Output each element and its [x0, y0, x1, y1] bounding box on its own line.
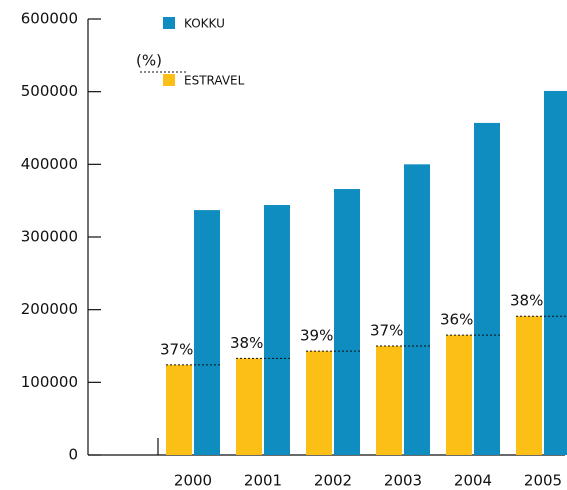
x-tick-label: 2002: [314, 472, 352, 490]
bar: [166, 364, 192, 455]
y-tick-label: 400000: [21, 155, 78, 173]
y-tick-label: 0: [68, 446, 78, 464]
bar: [264, 205, 290, 455]
bar: [474, 122, 500, 455]
x-tick-label: 2000: [174, 472, 212, 490]
legend-label: KOKKU: [184, 17, 225, 31]
y-tick-label: 500000: [21, 82, 78, 100]
bar: [404, 164, 430, 456]
bar: [516, 316, 542, 455]
share-label: 37%: [160, 340, 193, 358]
share-label: 39%: [300, 327, 333, 345]
legend-label: (%): [136, 52, 162, 70]
legend-swatch: [163, 17, 175, 29]
bar: [376, 346, 402, 455]
x-tick-label: 2005: [524, 472, 562, 490]
bar: [446, 335, 472, 455]
legend-swatch: [163, 74, 175, 86]
x-tick-label: 2004: [454, 472, 492, 490]
legend-label: ESTRAVEL: [184, 74, 245, 88]
share-label: 38%: [510, 292, 543, 310]
bar: [236, 358, 262, 455]
y-tick-label: 100000: [21, 373, 78, 391]
y-tick-label: 200000: [21, 300, 78, 318]
bar: [334, 189, 360, 456]
y-tick-label: 600000: [21, 10, 78, 28]
x-tick-label: 2001: [244, 472, 282, 490]
x-tick-label: 2003: [384, 472, 422, 490]
bar: [306, 351, 332, 455]
share-label: 37%: [370, 322, 403, 340]
bar: [194, 210, 220, 455]
share-label: 36%: [440, 311, 473, 329]
y-tick-label: 300000: [21, 228, 78, 246]
bar: [544, 90, 567, 455]
share-label: 38%: [230, 334, 263, 352]
